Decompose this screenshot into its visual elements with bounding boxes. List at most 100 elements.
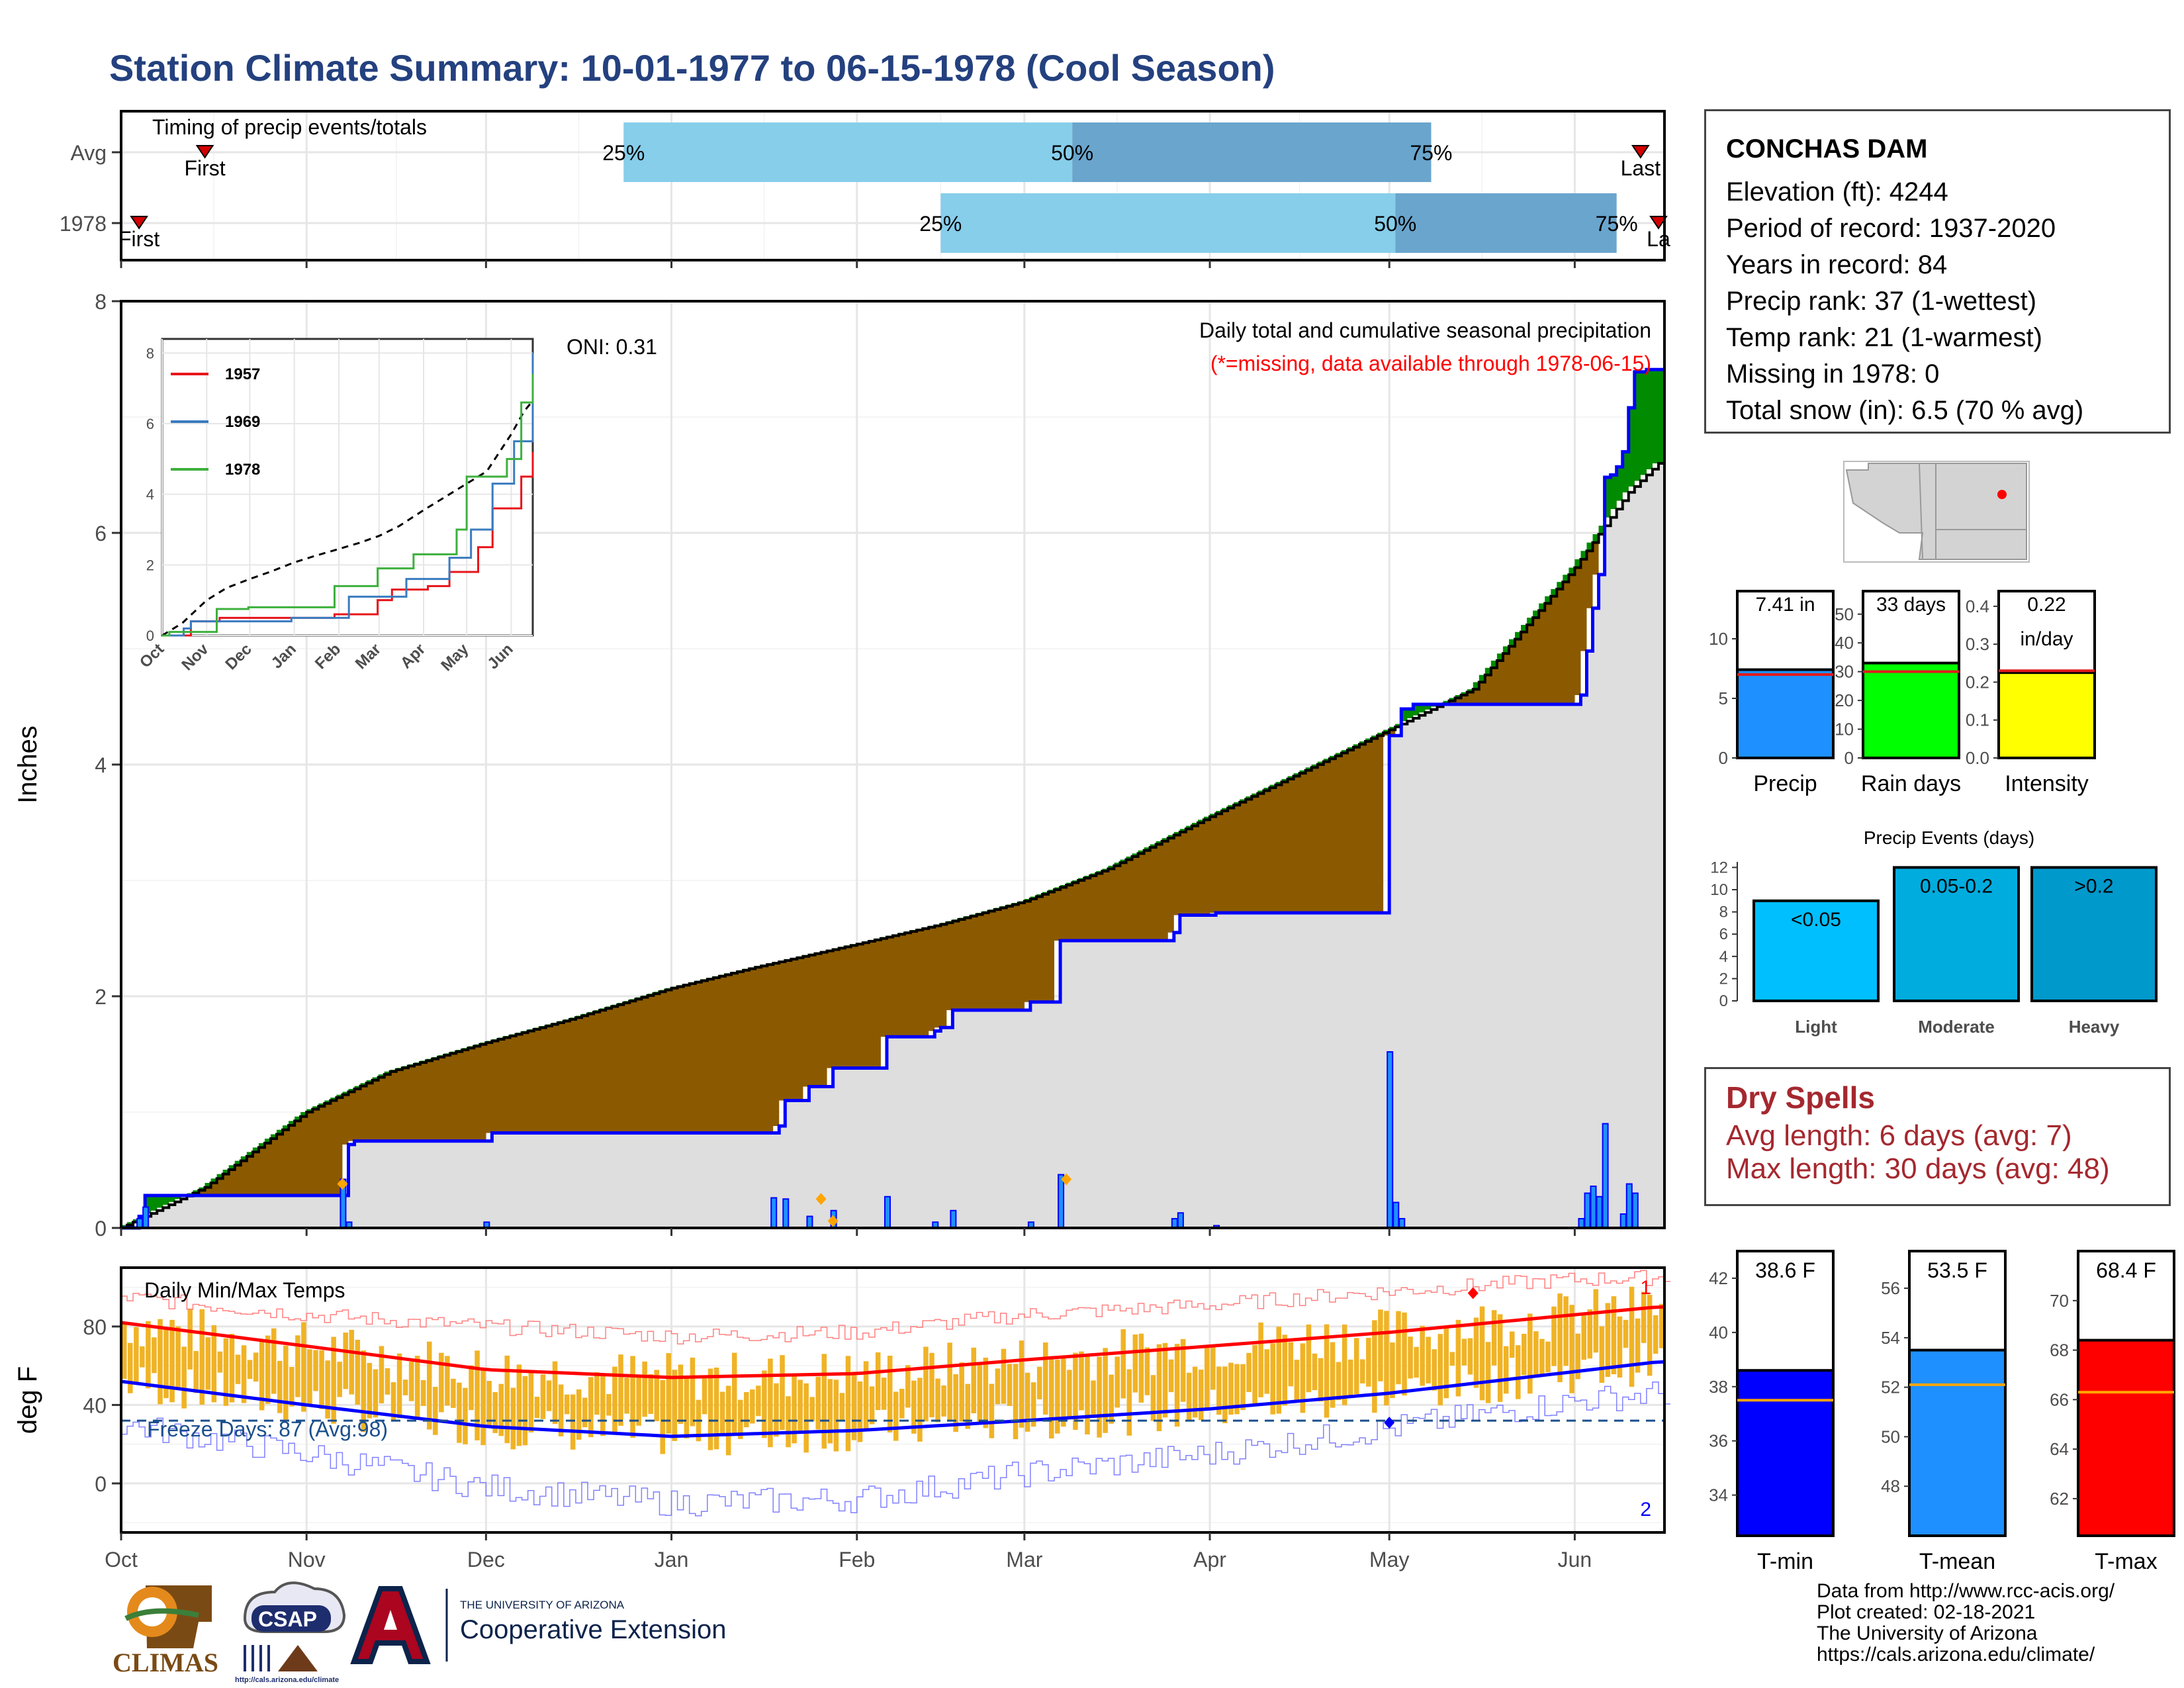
temp-daily-bar	[1294, 1360, 1300, 1402]
temp-daily-bar	[439, 1352, 444, 1413]
temp-daily-bar	[797, 1380, 803, 1432]
temp-daily-bar	[319, 1350, 324, 1409]
temp-daily-bar	[774, 1383, 779, 1437]
temp-record-low-marker	[1384, 1417, 1395, 1429]
precip-y-tick-label: 8	[95, 290, 107, 314]
temp-daily-bar	[839, 1393, 845, 1421]
events-bar-label: 0.05-0.2	[1920, 875, 1993, 897]
temp-daily-bar	[1360, 1359, 1365, 1383]
timing-marker	[1631, 145, 1650, 159]
temp-daily-bar	[1049, 1356, 1054, 1438]
precip-base-area	[121, 463, 1664, 1228]
temp-daily-bar	[325, 1360, 330, 1419]
precip-daily-bar	[1619, 1213, 1627, 1229]
temp-daily-bar	[1384, 1311, 1389, 1406]
temp-daily-bar	[420, 1380, 426, 1406]
precip-daily-bar	[142, 1206, 150, 1229]
timing-pct-label: 50%	[1374, 212, 1416, 236]
footer-line: The University of Arizona	[1817, 1622, 2038, 1644]
temp-daily-bar	[707, 1368, 713, 1450]
inset-y-tick-label: 0	[146, 628, 154, 644]
temp-daily-bar	[1575, 1333, 1580, 1380]
events-bar-label: <0.05	[1791, 909, 1841, 931]
temp-daily-bar	[624, 1378, 629, 1414]
temp-daily-bar	[630, 1356, 635, 1438]
temp-daily-bar	[1605, 1303, 1611, 1378]
inset-avg-line	[161, 402, 532, 637]
temp-bar-fill	[1736, 1369, 1835, 1537]
timing-marker-label: La	[1647, 227, 1670, 251]
temp-daily-bar	[1144, 1347, 1150, 1395]
temp-daily-bar	[146, 1321, 151, 1389]
events-tick-label: 12	[1710, 859, 1728, 876]
station-period: Period of record: 1937-2020	[1726, 214, 2056, 243]
temp-daily-bar	[1569, 1305, 1574, 1393]
temp-daily-bar	[307, 1349, 312, 1405]
ua-line1: THE UNIVERSITY OF ARIZONA	[460, 1599, 625, 1611]
temp-daily-bar	[875, 1352, 881, 1411]
freeze-days-label: Freeze Days: 87 (Avg:98)	[147, 1417, 388, 1441]
temp-daily-bar	[480, 1369, 486, 1446]
precip-daily-bar	[1602, 1123, 1609, 1229]
csap-url: http://cals.arizona.edu/climate	[235, 1676, 339, 1684]
temp-daily-bar	[1659, 1303, 1664, 1348]
temp-avg-min-line	[120, 1360, 1665, 1438]
temp-daily-bar	[301, 1322, 306, 1412]
precip-daily-bar	[136, 1218, 144, 1229]
temp-daily-bar	[618, 1354, 623, 1426]
temp-daily-bar	[893, 1391, 899, 1441]
temp-daily-bar	[1372, 1320, 1377, 1413]
summary-bar-tick-label: 40	[1835, 633, 1854, 653]
station-name: CONCHAS DAM	[1726, 134, 1928, 164]
logos: CLIMAS CSAP http://cals.arizona.edu/clim…	[113, 1581, 726, 1684]
temp-daily-bar	[684, 1377, 690, 1438]
temp-daily-bar	[971, 1347, 977, 1414]
temp-daily-bar	[1109, 1374, 1114, 1424]
temp-record-max-line	[121, 1270, 1671, 1345]
csap-text: CSAP	[258, 1607, 317, 1631]
temp-daily-bar	[995, 1368, 1001, 1405]
precip-y-tick-label: 2	[95, 985, 107, 1009]
temp-daily-bar	[1067, 1370, 1072, 1417]
timing-q2-bar	[1072, 122, 1432, 182]
precip-snow-marker	[1061, 1173, 1072, 1186]
temp-daily-bar	[158, 1319, 163, 1405]
temp-daily-bar	[606, 1393, 612, 1416]
temp-daily-bar	[552, 1361, 558, 1425]
timing-pct-label: 75%	[1596, 212, 1638, 236]
csap-logo: CSAP http://cals.arizona.edu/climate	[235, 1581, 346, 1684]
temp-daily-bar	[1347, 1359, 1353, 1397]
dry-spells-title: Dry Spells	[1726, 1080, 1875, 1115]
temp-daily-bar	[152, 1337, 157, 1374]
temp-daily-bar	[719, 1391, 725, 1434]
precip-daily-bar	[1631, 1192, 1639, 1229]
inset-series-line	[162, 451, 534, 637]
temp-record-high-marker	[1467, 1287, 1479, 1299]
footer-line: https://cals.arizona.edu/climate/	[1817, 1644, 2095, 1665]
temp-rank-max: 1	[1640, 1277, 1651, 1299]
temp-daily-bar	[582, 1397, 588, 1428]
events-tick-label: 10	[1710, 881, 1728, 899]
temp-daily-bar	[666, 1353, 672, 1434]
precip-daily-bar	[1387, 1051, 1394, 1229]
timing-frame	[120, 110, 1666, 261]
temp-daily-bar	[1353, 1338, 1359, 1395]
temp-daily-bar	[1192, 1366, 1198, 1418]
temp-y-tick-label: 80	[83, 1315, 107, 1339]
temp-daily-bar	[792, 1376, 797, 1444]
temp-daily-bar	[780, 1355, 785, 1430]
precip-daily-bar	[1590, 1186, 1597, 1229]
temp-daily-bar	[648, 1374, 653, 1414]
temp-daily-bar	[1132, 1334, 1138, 1393]
timing-q1-bar	[623, 122, 1073, 182]
temp-daily-bar	[857, 1381, 863, 1442]
temp-daily-bar	[1228, 1362, 1234, 1415]
precip-events-chart: Precip Events (days) 0 2 4 6 8 10 12 <0.05 Light 0…	[1710, 827, 2158, 1037]
temp-daily-bar	[1150, 1375, 1156, 1421]
summary-bar-tick-label: 0.2	[1966, 672, 1989, 692]
temp-daily-bar	[869, 1386, 875, 1425]
dry-spells-box: Dry Spells Avg length: 6 days (avg: 7) M…	[1704, 1067, 2171, 1206]
temp-daily-bar	[463, 1387, 468, 1444]
temp-daily-bar	[390, 1382, 396, 1421]
temp-bar-tick-label: 52	[1881, 1378, 1900, 1397]
